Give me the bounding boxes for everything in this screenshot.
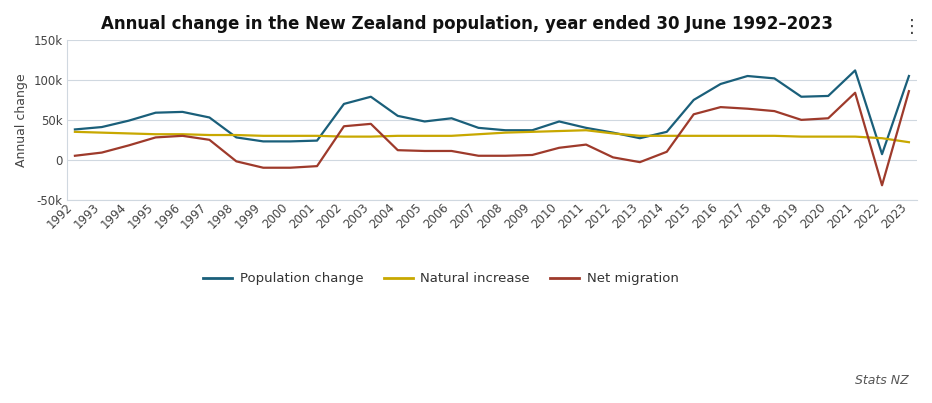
Legend: Population change, Natural increase, Net migration: Population change, Natural increase, Net… — [198, 267, 684, 291]
Text: ⋮: ⋮ — [903, 18, 921, 36]
Y-axis label: Annual change: Annual change — [15, 73, 28, 167]
Text: Annual change in the New Zealand population, year ended 30 June 1992–2023: Annual change in the New Zealand populat… — [101, 15, 833, 33]
Text: Stats NZ: Stats NZ — [855, 374, 909, 387]
